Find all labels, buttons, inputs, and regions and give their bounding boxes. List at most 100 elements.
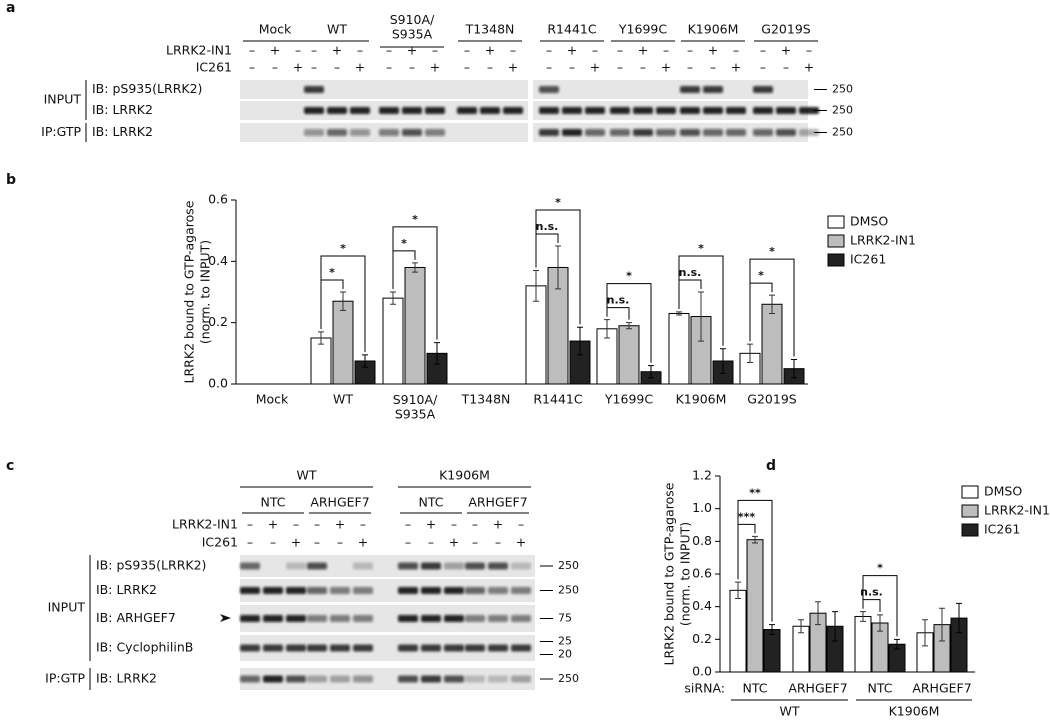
significance-bracket — [535, 233, 559, 268]
band — [425, 107, 445, 114]
y-tick-label: 0.8 — [692, 533, 712, 548]
error-bar — [720, 348, 726, 374]
subgroup-label: ARHGEF7 — [310, 495, 369, 510]
band — [480, 107, 500, 114]
band — [350, 107, 370, 114]
band — [511, 644, 531, 652]
band — [353, 615, 373, 622]
band — [421, 615, 441, 622]
treatment-sign: – — [311, 60, 317, 75]
blot-label: IB: ARHGEF7 — [96, 610, 176, 625]
section-label: INPUT — [48, 600, 86, 615]
error-bar — [340, 291, 346, 311]
y-tick-label: 0.0 — [692, 664, 712, 679]
significance-label: * — [758, 269, 764, 282]
treatment-sign: – — [464, 60, 470, 75]
band — [799, 129, 819, 136]
band — [350, 129, 370, 136]
band — [398, 675, 418, 683]
treatment-sign: + — [407, 43, 417, 58]
x-axis-label: siRNA: — [684, 681, 725, 696]
band — [286, 562, 306, 570]
significance-bracket — [737, 499, 773, 622]
treatment-sign: – — [783, 60, 789, 75]
blot-label: IB: LRRK2 — [92, 102, 153, 117]
group-label: K1906M — [439, 468, 490, 483]
band — [488, 562, 508, 570]
treatment-sign: + — [516, 535, 526, 550]
bar — [382, 297, 404, 385]
bar — [763, 629, 781, 673]
x-tick-label: Mock — [256, 392, 289, 407]
y-axis-label: LRRK2 bound to GTP-agarose — [662, 482, 677, 665]
error-bar — [922, 619, 928, 647]
treatment-sign: – — [592, 43, 598, 58]
band — [753, 107, 773, 114]
error-bar — [747, 343, 753, 364]
group-label: G2019S — [761, 22, 810, 37]
blot-label: IB: LRRK2 — [96, 671, 157, 686]
treatment-sign: – — [806, 43, 812, 58]
band — [703, 129, 723, 136]
band — [488, 615, 508, 622]
treatment-sign: + — [731, 60, 741, 75]
band — [633, 129, 653, 136]
error-bar — [318, 331, 324, 345]
significance-label: n.s. — [679, 266, 702, 279]
legend-swatch — [827, 253, 845, 267]
treatment-sign: – — [314, 517, 320, 532]
error-bar — [412, 262, 418, 273]
x-tick-label: K1906M — [676, 392, 727, 407]
band — [511, 615, 531, 622]
band — [610, 129, 630, 136]
band — [444, 587, 464, 594]
band — [421, 587, 441, 594]
treatment-sign: – — [314, 535, 320, 550]
blot-label: IB: LRRK2 — [92, 124, 153, 139]
treatment-sign: + — [270, 43, 280, 58]
band — [240, 562, 260, 570]
band — [465, 644, 485, 652]
significance-bracket — [392, 226, 438, 340]
section-label: IP:GTP — [41, 124, 81, 139]
band — [511, 587, 531, 594]
band — [776, 107, 796, 114]
subgroup-label: NTC — [419, 495, 444, 510]
legend-swatch — [961, 485, 979, 499]
group-label: WT — [297, 468, 317, 483]
significance-bracket — [678, 279, 702, 309]
treatment-label: IC261 — [196, 60, 232, 75]
legend-label: DMSO — [984, 484, 1022, 499]
blot-strip — [533, 80, 808, 99]
treatment-sign: + — [430, 60, 440, 75]
band — [286, 675, 306, 683]
treatment-sign: – — [293, 517, 299, 532]
treatment-sign: – — [357, 43, 363, 58]
treatment-sign: + — [268, 517, 278, 532]
band — [539, 107, 559, 114]
y-tick-label: 0.4 — [208, 253, 228, 268]
significance-bracket — [606, 283, 652, 363]
blot-strip — [240, 668, 535, 690]
significance-bracket — [862, 575, 898, 637]
significance-label: * — [401, 237, 407, 250]
bar — [854, 615, 872, 673]
band — [353, 675, 373, 683]
treatment-sign: – — [487, 60, 493, 75]
treatment-label: LRRK2-IN1 — [172, 517, 238, 532]
band — [656, 107, 676, 114]
blot-label: IB: pS935(LRRK2) — [92, 81, 202, 96]
marker-label: 250 — [558, 584, 579, 597]
band — [610, 107, 630, 114]
band — [263, 615, 283, 622]
band — [680, 86, 700, 93]
significance-label: * — [877, 562, 883, 575]
blot-strip — [240, 555, 535, 577]
band — [263, 587, 283, 594]
subgroup-label: ARHGEF7 — [468, 495, 527, 510]
group-label: S910A/S935A — [390, 12, 435, 41]
band — [327, 129, 347, 136]
band — [307, 644, 327, 652]
y-axis-label: (norm. to INPUT) — [678, 522, 693, 626]
legend-swatch — [961, 523, 979, 537]
